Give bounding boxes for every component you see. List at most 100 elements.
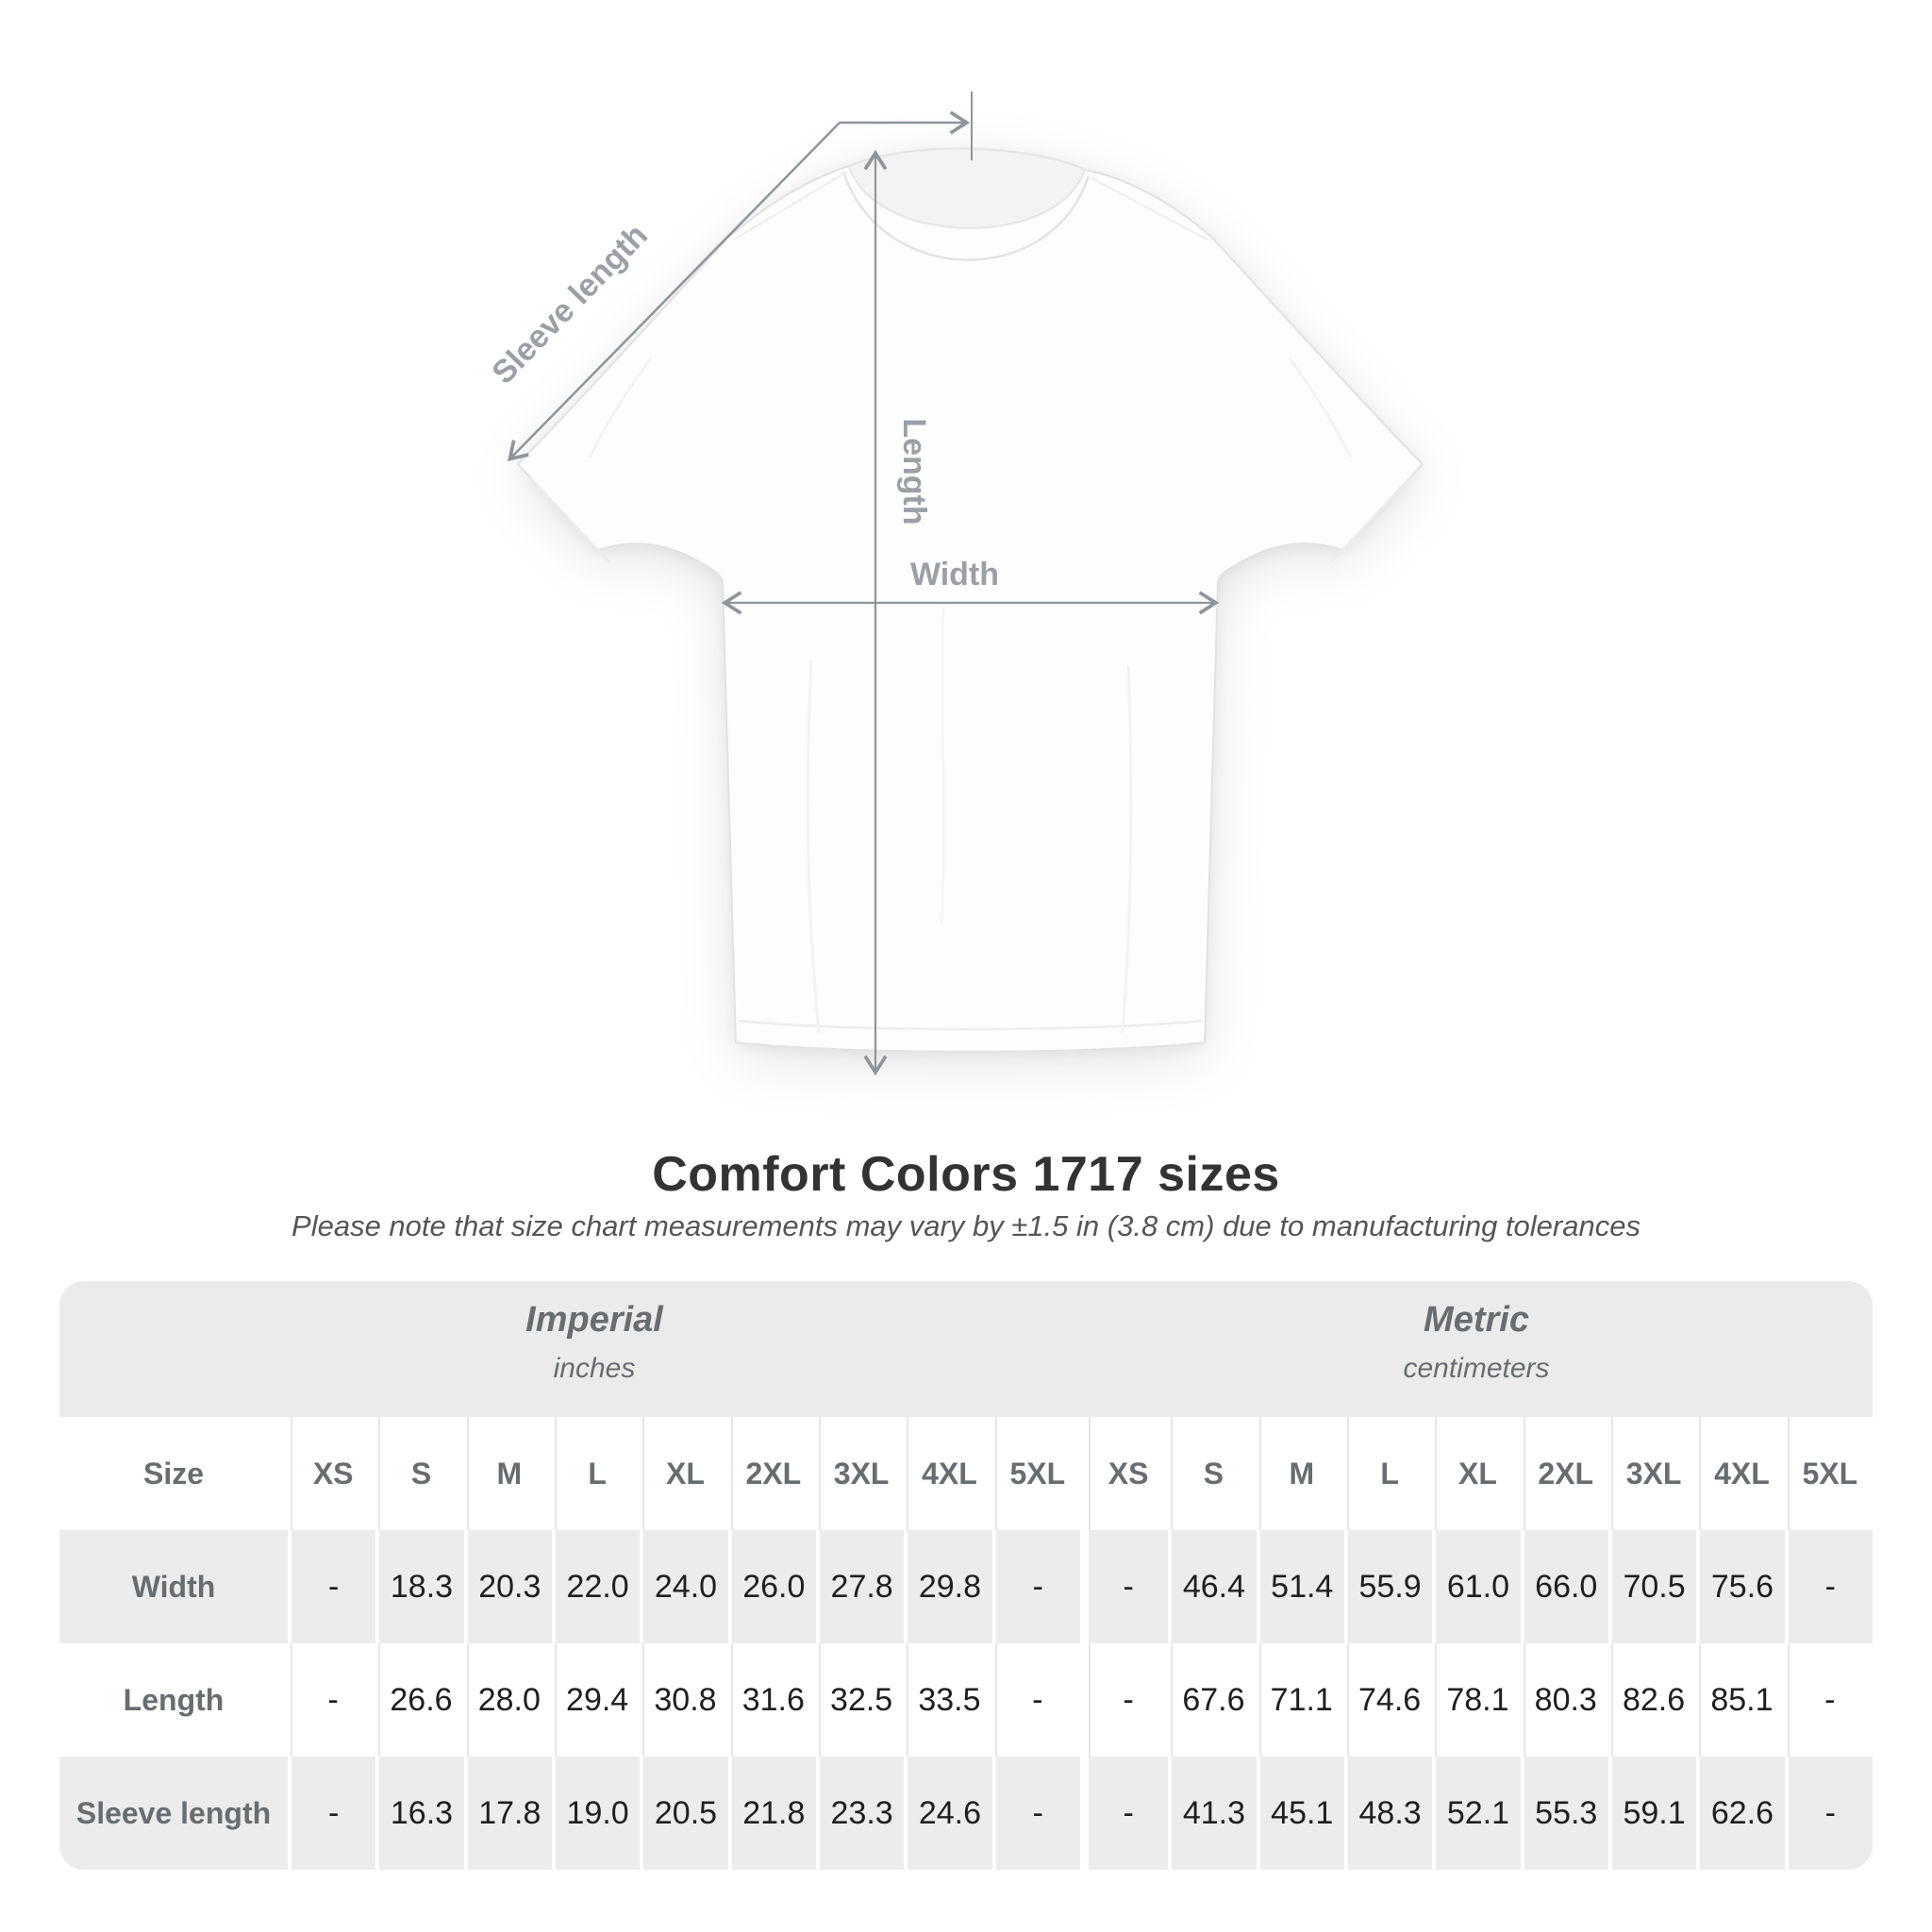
page-title: Comfort Colors 1717 sizes [652, 1147, 1280, 1202]
imperial-subheader: inches [553, 1353, 636, 1384]
value-cell-metric: 62.6 [1696, 1757, 1785, 1870]
size-col-metric-2xl: 2XL [1520, 1417, 1608, 1530]
measurements-table-body: Size XS S M L XL 2XL 3XL 4XL 5XL XS S M L XL 2XL 3XL 4XL 5… [59, 1417, 1873, 1870]
value-cell-imperial: 23.3 [815, 1757, 905, 1870]
page-subtitle: Please note that size chart measurements… [291, 1209, 1641, 1242]
table-row: Width -18.3 20.3 22.0 24.0 26.0 27.8 29.8- -46.4… [59, 1530, 1873, 1643]
size-header-row: Size XS S M L XL 2XL 3XL 4XL 5XL XS S M L XL 2XL 3XL 4XL 5… [59, 1417, 1873, 1530]
value-cell-imperial: 20.5 [640, 1757, 728, 1870]
size-col-imperial-2xl: 2XL [727, 1417, 816, 1530]
size-col-metric-s: S [1168, 1417, 1257, 1530]
value-cell-imperial: - [288, 1643, 376, 1757]
value-cell-imperial: - [288, 1530, 376, 1643]
value-cell-metric: 55.3 [1520, 1757, 1608, 1870]
measurements-table: Size XS S M L XL 2XL 3XL 4XL 5XL XS S M L XL 2XL 3XL 4XL 5… [59, 1417, 1873, 1870]
tshirt-graphic [516, 147, 1424, 1053]
size-col-imperial-xl: XL [640, 1417, 728, 1530]
value-cell-metric: 85.1 [1696, 1643, 1785, 1757]
value-cell-metric: 80.3 [1520, 1643, 1608, 1757]
tshirt-diagram: Sleeve length Length Width [485, 92, 1424, 1076]
value-cell-metric: 61.0 [1432, 1530, 1521, 1643]
value-cell-imperial: 29.8 [904, 1530, 992, 1643]
value-cell-metric: - [1079, 1757, 1169, 1870]
size-col-metric-l: L [1343, 1417, 1433, 1530]
value-cell-imperial: 24.0 [640, 1530, 728, 1643]
value-cell-imperial: - [991, 1530, 1080, 1643]
metric-header: Metric [1424, 1300, 1529, 1340]
value-cell-metric: - [1079, 1530, 1169, 1643]
cuff-seam-left [530, 477, 610, 563]
value-cell-imperial: 24.6 [904, 1757, 992, 1870]
size-col-imperial-l: L [551, 1417, 641, 1530]
value-cell-imperial: 16.3 [375, 1757, 464, 1870]
row-label: Sleeve length [59, 1757, 288, 1870]
value-cell-imperial: 17.8 [463, 1757, 552, 1870]
value-cell-metric: 74.6 [1343, 1643, 1433, 1757]
size-col-metric-5xl: 5XL [1784, 1417, 1873, 1530]
hem-seam [737, 1019, 1204, 1031]
value-cell-metric: - [1784, 1643, 1873, 1757]
table-row: Length -26.6 28.0 29.4 30.8 31.6 32.5 33.5- -67.… [59, 1643, 1873, 1757]
sleeve-length-arrow [508, 110, 971, 462]
value-cell-imperial: 22.0 [551, 1530, 641, 1643]
width-label: Width [910, 557, 999, 592]
value-cell-imperial: - [288, 1757, 376, 1870]
shoulder-seam-right [1086, 175, 1208, 241]
size-col-imperial-4xl: 4XL [904, 1417, 992, 1530]
value-cell-metric: 48.3 [1343, 1757, 1433, 1870]
size-col-metric-3xl: 3XL [1607, 1417, 1697, 1530]
value-cell-imperial: - [991, 1757, 1080, 1870]
row-label: Length [59, 1643, 288, 1757]
value-cell-metric: 67.6 [1168, 1643, 1257, 1757]
unit-header-band: Imperial inches Metric centimeters [59, 1281, 1873, 1417]
value-cell-imperial: 21.8 [727, 1757, 816, 1870]
value-cell-imperial: 18.3 [375, 1530, 464, 1643]
size-col-metric-xl: XL [1432, 1417, 1521, 1530]
value-cell-metric: 45.1 [1256, 1757, 1344, 1870]
value-cell-imperial: 26.0 [727, 1530, 816, 1643]
size-header-cell: Size [59, 1417, 288, 1530]
value-cell-metric: 75.6 [1696, 1530, 1785, 1643]
value-cell-metric: - [1784, 1530, 1873, 1643]
value-cell-imperial: - [991, 1643, 1080, 1757]
value-cell-metric: 82.6 [1607, 1643, 1697, 1757]
size-col-imperial-m: M [463, 1417, 552, 1530]
value-cell-imperial: 19.0 [551, 1757, 641, 1870]
value-cell-imperial: 31.6 [727, 1643, 816, 1757]
value-cell-metric: 71.1 [1256, 1643, 1344, 1757]
size-col-metric-xs: XS [1079, 1417, 1169, 1530]
cuff-seam-right [1330, 477, 1410, 563]
size-col-metric-4xl: 4XL [1696, 1417, 1785, 1530]
value-cell-metric: 46.4 [1168, 1530, 1257, 1643]
value-cell-imperial: 32.5 [815, 1643, 905, 1757]
value-cell-metric: 66.0 [1520, 1530, 1608, 1643]
imperial-header: Imperial [525, 1300, 663, 1340]
value-cell-imperial: 29.4 [551, 1643, 641, 1757]
value-cell-imperial: 20.3 [463, 1530, 552, 1643]
value-cell-metric: 78.1 [1432, 1643, 1521, 1757]
size-col-imperial-s: S [375, 1417, 464, 1530]
value-cell-imperial: 33.5 [904, 1643, 992, 1757]
value-cell-imperial: 30.8 [640, 1643, 728, 1757]
value-cell-metric: 70.5 [1607, 1530, 1697, 1643]
value-cell-imperial: 26.6 [375, 1643, 464, 1757]
value-cell-metric: 41.3 [1168, 1757, 1257, 1870]
value-cell-metric: - [1079, 1643, 1169, 1757]
value-cell-metric: - [1784, 1757, 1873, 1870]
value-cell-imperial: 27.8 [815, 1530, 905, 1643]
value-cell-imperial: 28.0 [463, 1643, 552, 1757]
size-table: Imperial inches Metric centimeters Size X… [59, 1281, 1873, 1870]
length-label: Length [896, 418, 932, 525]
row-label: Width [59, 1530, 288, 1643]
value-cell-metric: 51.4 [1256, 1530, 1344, 1643]
size-col-metric-m: M [1256, 1417, 1344, 1530]
value-cell-metric: 52.1 [1432, 1757, 1521, 1870]
size-col-imperial-xs: XS [288, 1417, 376, 1530]
size-col-imperial-5xl: 5XL [991, 1417, 1080, 1530]
size-col-imperial-3xl: 3XL [815, 1417, 905, 1530]
metric-subheader: centimeters [1403, 1353, 1550, 1384]
table-row: Sleeve length -16.3 17.8 19.0 20.5 21.8 23.3 24… [59, 1757, 1873, 1870]
value-cell-metric: 59.1 [1607, 1757, 1697, 1870]
value-cell-metric: 55.9 [1343, 1530, 1433, 1643]
